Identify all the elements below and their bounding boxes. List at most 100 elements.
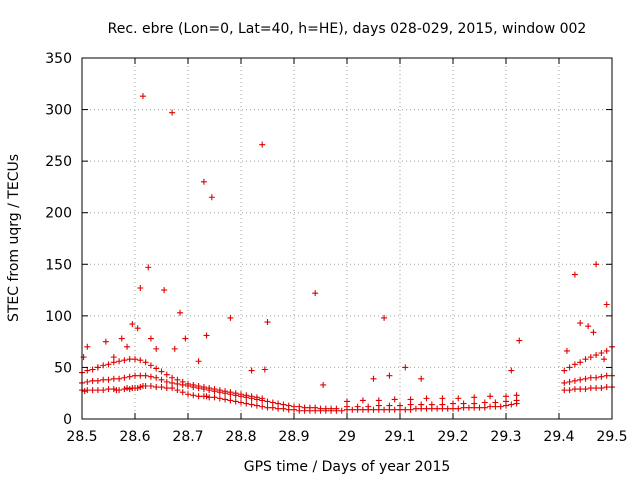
x-tick-label: 29.1: [384, 429, 415, 445]
y-tick-label: 0: [63, 412, 72, 428]
data-point: [285, 402, 292, 409]
x-tick-label: 29: [338, 429, 356, 445]
data-point: [481, 404, 488, 411]
data-points: [79, 93, 615, 414]
x-tick-label: 29.2: [437, 429, 468, 445]
data-point: [381, 406, 388, 413]
data-point: [182, 335, 189, 342]
data-point: [487, 393, 494, 400]
data-point: [100, 376, 107, 383]
data-point: [593, 374, 600, 381]
data-point: [105, 386, 112, 393]
data-point: [238, 391, 244, 398]
data-point: [259, 395, 266, 402]
x-tick-label: 29.5: [596, 429, 627, 445]
data-point: [381, 314, 388, 321]
data-point: [227, 389, 234, 396]
data-point: [195, 358, 202, 365]
data-point: [397, 402, 403, 409]
data-point: [174, 387, 181, 394]
data-point: [208, 194, 215, 201]
data-point: [577, 359, 584, 366]
data-point: [439, 395, 446, 402]
data-point: [227, 314, 234, 321]
x-tick-label: 29.3: [490, 429, 521, 445]
data-point: [349, 406, 356, 413]
data-point: [460, 400, 467, 407]
data-point: [100, 387, 107, 394]
data-point: [169, 385, 176, 392]
data-point: [585, 323, 592, 330]
data-point: [338, 407, 345, 414]
data-point: [603, 372, 610, 379]
data-point: [105, 361, 112, 368]
data-point: [471, 394, 478, 401]
data-point: [81, 388, 88, 395]
chart-title: Rec. ebre (Lon=0, Lat=40, h=HE), days 02…: [108, 21, 587, 37]
data-point: [566, 387, 573, 394]
data-point: [566, 364, 573, 371]
data-point: [110, 354, 117, 361]
data-point: [301, 404, 308, 411]
data-point: [121, 386, 128, 393]
data-point: [118, 335, 125, 342]
data-point: [132, 356, 138, 363]
data-point: [190, 381, 197, 388]
data-point: [137, 372, 144, 379]
data-point: [503, 398, 509, 405]
data-point: [317, 405, 324, 412]
data-point: [142, 359, 149, 366]
x-axis-label: GPS time / Days of year 2015: [244, 459, 451, 475]
data-point: [492, 399, 499, 406]
data-point: [153, 374, 160, 381]
data-point: [259, 403, 266, 410]
data-point: [153, 384, 160, 391]
data-point: [84, 387, 91, 394]
data-point: [158, 368, 165, 375]
data-point: [232, 390, 239, 397]
y-tick-label: 250: [45, 154, 72, 170]
data-point: [601, 356, 608, 363]
data-point: [89, 387, 96, 394]
data-point: [587, 374, 594, 381]
data-point: [80, 354, 87, 361]
x-tick-labels: 28.5 28.6 28.7 28.8 28.9 29 29.1 29.2 29.3 29.4 29…: [66, 429, 627, 445]
data-point: [248, 393, 255, 400]
data-point: [407, 406, 414, 413]
data-point: [391, 406, 398, 413]
data-point: [571, 361, 578, 368]
data-point: [264, 404, 271, 411]
data-point: [587, 385, 594, 392]
data-point: [280, 401, 287, 408]
data-point: [264, 319, 271, 326]
axis-ticks: [81, 57, 613, 420]
data-point: [598, 349, 605, 356]
data-point: [147, 335, 154, 342]
data-point: [577, 386, 584, 393]
data-point: [89, 377, 96, 384]
data-point: [370, 406, 377, 413]
data-point: [428, 401, 435, 408]
data-point: [94, 387, 101, 394]
data-point: [121, 374, 128, 381]
data-point: [513, 397, 520, 404]
data-point: [222, 396, 229, 403]
y-tick-label: 50: [54, 360, 72, 376]
data-point: [174, 376, 181, 383]
data-point: [439, 401, 446, 408]
data-point: [391, 396, 398, 403]
data-point: [386, 372, 393, 379]
data-point: [203, 332, 210, 339]
data-point: [253, 402, 260, 409]
data-point: [126, 386, 133, 393]
data-point: [121, 357, 128, 364]
data-point: [238, 399, 244, 406]
data-point: [94, 377, 101, 384]
data-point: [407, 401, 414, 408]
data-point: [134, 325, 141, 332]
data-point: [206, 394, 213, 401]
y-tick-label: 150: [45, 257, 72, 273]
data-point: [571, 271, 578, 278]
data-point: [434, 405, 441, 412]
data-point: [508, 401, 515, 408]
